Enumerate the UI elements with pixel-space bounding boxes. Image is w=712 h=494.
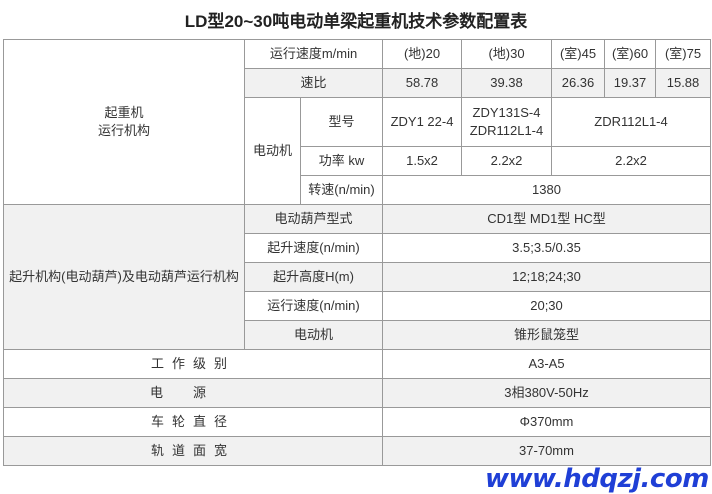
rpm-cell: 1380 bbox=[382, 175, 712, 205]
table-row: 轨道面宽 37-70mm bbox=[2, 436, 712, 466]
hoist-row-label: 运行速度(n/min) bbox=[243, 291, 384, 321]
general-label: 车轮直径 bbox=[2, 407, 384, 437]
crane-travel-label-line: 运行机构 bbox=[97, 123, 150, 138]
speed-cell: (地)30 bbox=[461, 39, 553, 69]
table-row: 速比 58.78 39.38 26.36 19.37 15.88 bbox=[3, 68, 712, 98]
table-row: 车轮直径 Φ370mm bbox=[2, 407, 712, 437]
hoist-row-label: 电动机 bbox=[243, 320, 384, 350]
general-value: 3相380V-50Hz bbox=[382, 378, 712, 408]
motor-label: 电动机 bbox=[244, 97, 301, 205]
speed-cell: (地)20 bbox=[382, 39, 463, 69]
table-row: 起升速度(n/min) 3.5;3.5/0.35 bbox=[4, 233, 712, 263]
general-label: 工作级别 bbox=[2, 349, 384, 379]
model-cell: ZDR112L1-4 bbox=[551, 97, 712, 147]
ratio-cell: 19.37 bbox=[604, 68, 657, 98]
page-title: LD型20~30吨电动单梁起重机技术参数配置表 bbox=[184, 12, 528, 31]
hoist-row-value: 3.5;3.5/0.35 bbox=[382, 233, 712, 263]
watermark: www.hdqzj.com bbox=[485, 464, 709, 494]
power-cell: 1.5x2 bbox=[382, 146, 463, 176]
table-row: 起重机运行机构 运行速度m/min (地)20 (地)30 (室)45 (室)6… bbox=[3, 39, 712, 205]
power-label: 功率 kw bbox=[299, 146, 384, 176]
speed-cell: (室)75 bbox=[655, 39, 712, 69]
speed-label: 运行速度m/min bbox=[243, 39, 384, 69]
ratio-cell: 39.38 bbox=[461, 68, 553, 98]
model-label: 型号 bbox=[299, 97, 384, 147]
hoist-row-value: 12;18;24;30 bbox=[382, 262, 712, 292]
power-cell: 2.2x2 bbox=[551, 146, 712, 176]
rpm-label: 转速(n/min) bbox=[299, 175, 384, 205]
general-label: 轨道面宽 bbox=[2, 436, 384, 466]
general-value: Φ370mm bbox=[382, 407, 712, 437]
hoist-row-label: 电动葫芦型式 bbox=[243, 204, 384, 234]
general-value: A3-A5 bbox=[382, 349, 712, 379]
hoist-row-label: 起升高度H(m) bbox=[243, 262, 384, 292]
ratio-cell: 26.36 bbox=[551, 68, 606, 98]
table-row: 电动机 型号 ZDY1 22-4 ZDY131S-4 ZDR112L1-4 ZDR… bbox=[4, 97, 712, 205]
ratio-cell: 58.78 bbox=[382, 68, 463, 98]
crane-travel-label: 起重机 运行机构 bbox=[3, 39, 245, 205]
table-row: 工作级别 A3-A5 bbox=[2, 349, 712, 379]
ratio-label: 速比 bbox=[243, 68, 384, 98]
table-row: 电源 3相380V-50Hz bbox=[2, 378, 712, 408]
power-cell: 2.2x2 bbox=[461, 146, 553, 176]
model-cell: ZDY131S-4 ZDR112L1-4 bbox=[461, 97, 553, 147]
hoist-label: 起升机构(电动葫芦)及电动葫芦运行机构 bbox=[3, 204, 245, 350]
spec-table: 起重机运行机构 运行速度m/min (地)20 (地)30 (室)45 (室)6… bbox=[2, 39, 712, 466]
hoist-row-value: 锥形鼠笼型 bbox=[382, 320, 712, 350]
hoist-row-value: CD1型 MD1型 HC型 bbox=[382, 204, 712, 234]
hoist-row-value: 20;30 bbox=[382, 291, 712, 321]
model-cell: ZDY1 22-4 bbox=[382, 97, 463, 147]
speed-cell: (室)45 bbox=[551, 39, 606, 69]
model-line: ZDR112L1-4 bbox=[469, 123, 544, 138]
ratio-cell: 15.88 bbox=[655, 68, 712, 98]
general-value: 37-70mm bbox=[382, 436, 712, 466]
table-row: 起升机构(电动葫芦)及电动葫芦运行机构 电动葫芦型式 CD1型 MD1型 HC型 bbox=[3, 204, 712, 350]
model-line: ZDY131S-4 bbox=[472, 105, 541, 120]
speed-cell: (室)60 bbox=[604, 39, 657, 69]
hoist-row-label: 起升速度(n/min) bbox=[243, 233, 384, 263]
general-label: 电源 bbox=[2, 378, 384, 408]
crane-travel-label-line: 起重机 bbox=[104, 105, 144, 120]
